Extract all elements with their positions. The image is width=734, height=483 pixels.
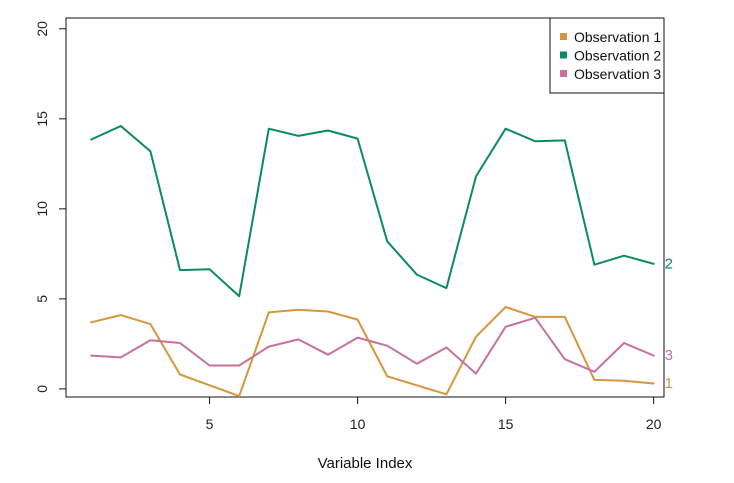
legend-swatch [560, 33, 567, 40]
series-line-observation-3 [90, 316, 655, 375]
x-tick-label: 5 [206, 416, 214, 432]
plot-frame [65, 17, 665, 398]
series-lines [90, 125, 655, 398]
series-end-label: 2 [665, 255, 673, 272]
series-line-observation-1 [90, 306, 655, 398]
y-axis: 0 5 10 15 20 [34, 21, 66, 393]
series-end-labels: 1 2 3 [665, 255, 673, 392]
y-tick-label: 5 [34, 295, 50, 303]
legend-entry-label: Observation 2 [574, 48, 661, 64]
legend-swatch [560, 70, 567, 77]
x-tick-label: 15 [498, 416, 514, 432]
legend-box [549, 17, 665, 94]
legend-entry-label: Observation 3 [574, 66, 661, 82]
x-axis-label: Variable Index [318, 455, 413, 472]
x-axis: 5 10 15 20 [206, 397, 662, 432]
series-end-label: 1 [665, 375, 673, 392]
series-end-label: 3 [665, 347, 673, 364]
legend: Observation 1 Observation 2 Observation 3 [549, 17, 665, 94]
x-tick-label: 10 [350, 416, 366, 432]
y-tick-label: 15 [34, 111, 50, 127]
legend-entry-label: Observation 1 [574, 29, 661, 45]
series-line-observation-2 [90, 125, 655, 298]
y-tick-label: 20 [34, 21, 50, 37]
legend-swatch [560, 51, 567, 59]
x-tick-label: 20 [646, 416, 662, 432]
y-tick-label: 0 [34, 385, 50, 393]
y-tick-label: 10 [34, 201, 50, 217]
